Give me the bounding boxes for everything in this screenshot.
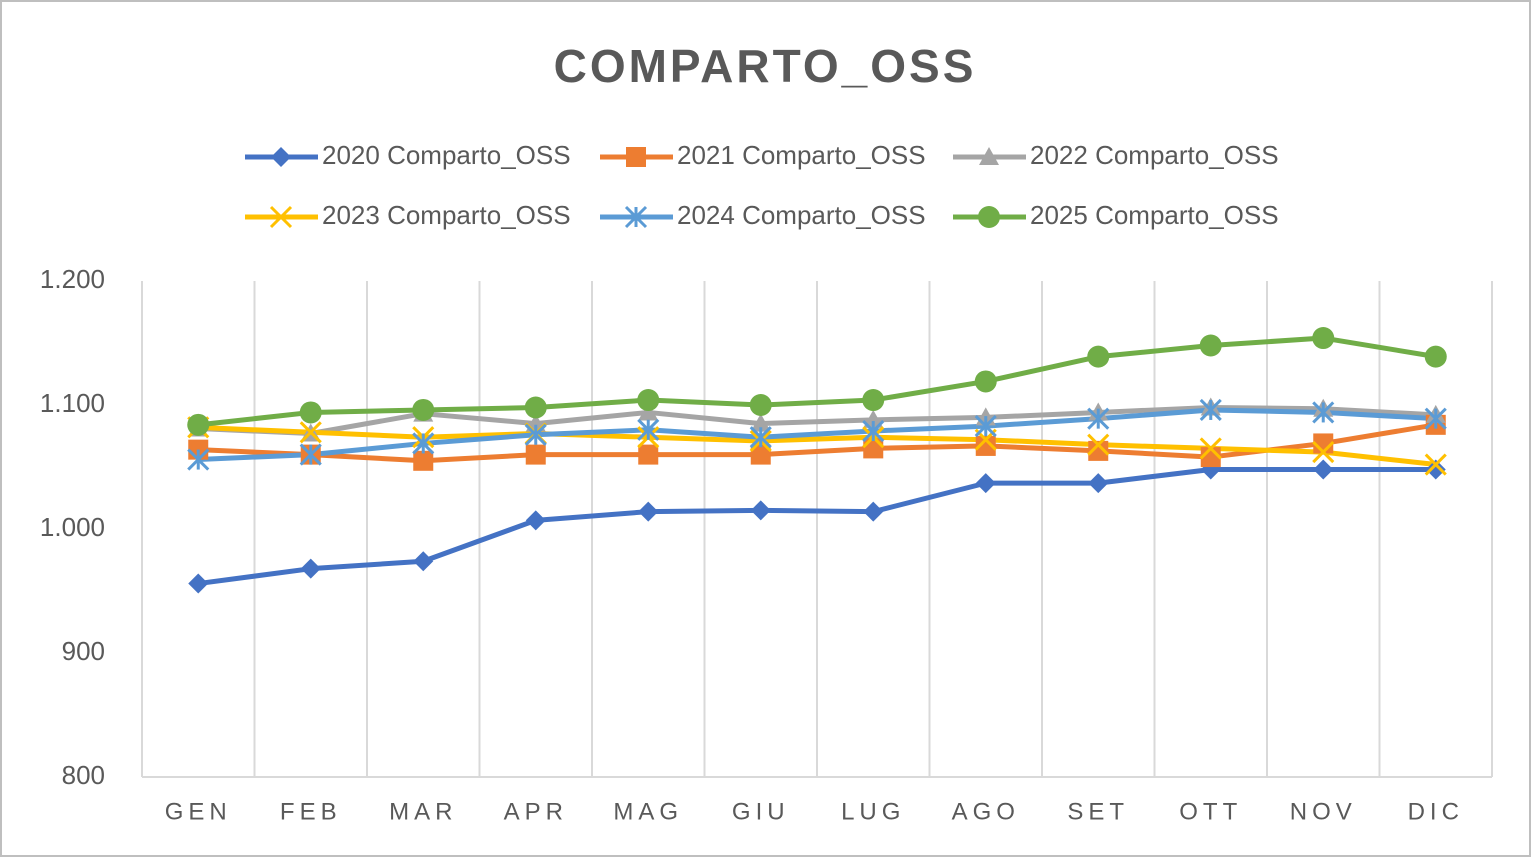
legend-entry: 2025 Comparto_OSS [953, 200, 1279, 230]
marker [412, 432, 435, 455]
x-tick-label: OTT [1179, 798, 1242, 825]
legend-entry: 2024 Comparto_OSS [600, 200, 926, 230]
marker [187, 413, 210, 436]
x-tick-label: AGO [952, 798, 1020, 825]
marker [524, 423, 547, 446]
x-tick-label: GEN [165, 798, 232, 825]
legend-marker [626, 147, 646, 167]
marker [187, 448, 210, 471]
series-line [198, 422, 1437, 464]
marker [750, 444, 771, 465]
marker [638, 444, 659, 465]
marker [412, 398, 435, 421]
marker [1199, 398, 1222, 422]
marker [1425, 459, 1446, 480]
marker [749, 426, 772, 449]
marker [1312, 401, 1335, 424]
marker [1424, 407, 1447, 430]
marker [525, 444, 546, 465]
marker [1087, 345, 1110, 368]
legend-entry: 2020 Comparto_OSS [245, 140, 571, 170]
marker [637, 389, 660, 412]
marker [750, 500, 771, 521]
marker [750, 413, 771, 432]
series-line [198, 404, 1436, 437]
marker [1088, 440, 1109, 461]
marker [1312, 327, 1335, 350]
series-line [197, 466, 1436, 587]
marker [1312, 441, 1335, 464]
legend-label: 2025 Comparto_OSS [1030, 200, 1279, 230]
legend-label: 2021 Comparto_OSS [677, 140, 926, 170]
y-tick-label: 800 [62, 760, 105, 790]
legend-marker [624, 205, 648, 229]
marker [188, 573, 209, 594]
marker [1424, 345, 1447, 368]
marker [863, 438, 884, 459]
marker [525, 510, 546, 531]
x-tick-label: LUG [841, 798, 905, 825]
series-line [198, 407, 1436, 463]
legend-label: 2022 Comparto_OSS [1030, 140, 1279, 170]
y-tick-label: 900 [62, 636, 105, 666]
x-tick-label: SET [1067, 798, 1129, 825]
marker [413, 450, 434, 471]
series-line [197, 335, 1437, 428]
marker [1087, 407, 1110, 430]
chart-title: COMPARTO_OSS [554, 40, 977, 92]
marker [300, 558, 321, 579]
legend-entry: 2023 Comparto_OSS [245, 200, 571, 230]
legend-marker [979, 147, 999, 165]
marker [1199, 437, 1222, 460]
x-tick-label: MAR [389, 798, 457, 825]
x-tick-label: APR [504, 798, 568, 825]
marker [974, 370, 997, 393]
marker [1088, 473, 1109, 494]
marker [975, 435, 996, 456]
marker [862, 419, 885, 443]
legend-label: 2024 Comparto_OSS [677, 200, 926, 230]
marker [863, 409, 884, 428]
x-tick-label: NOV [1290, 798, 1357, 825]
marker [638, 501, 659, 522]
y-tick-label: 1.200 [40, 264, 105, 294]
marker [862, 389, 885, 412]
legend-marker [271, 147, 291, 167]
marker [299, 443, 322, 466]
x-tick-label: DIC [1408, 798, 1464, 825]
legend-label: 2020 Comparto_OSS [322, 140, 571, 170]
marker [524, 396, 547, 419]
x-tick-label: GIU [732, 798, 790, 825]
legend-entry: 2021 Comparto_OSS [600, 140, 926, 170]
marker [975, 473, 996, 494]
marker [974, 415, 997, 438]
series-line [198, 424, 1437, 468]
marker [1199, 334, 1222, 357]
marker [413, 551, 434, 572]
marker [749, 394, 772, 416]
marker [1313, 459, 1334, 480]
y-tick-label: 1.000 [40, 512, 105, 542]
marker [637, 418, 660, 441]
legend-marker [978, 206, 1000, 228]
marker [863, 501, 884, 522]
marker [299, 421, 322, 444]
y-tick-label: 1.100 [40, 388, 105, 418]
legend-entry: 2022 Comparto_OSS [953, 140, 1279, 170]
x-tick-label: MAG [613, 798, 683, 825]
legend-label: 2023 Comparto_OSS [322, 200, 571, 230]
marker [299, 401, 322, 424]
marker [638, 402, 659, 421]
marker [1087, 433, 1110, 456]
marker [1424, 453, 1447, 476]
legend-marker [269, 205, 293, 229]
x-tick-label: FEB [280, 798, 342, 825]
